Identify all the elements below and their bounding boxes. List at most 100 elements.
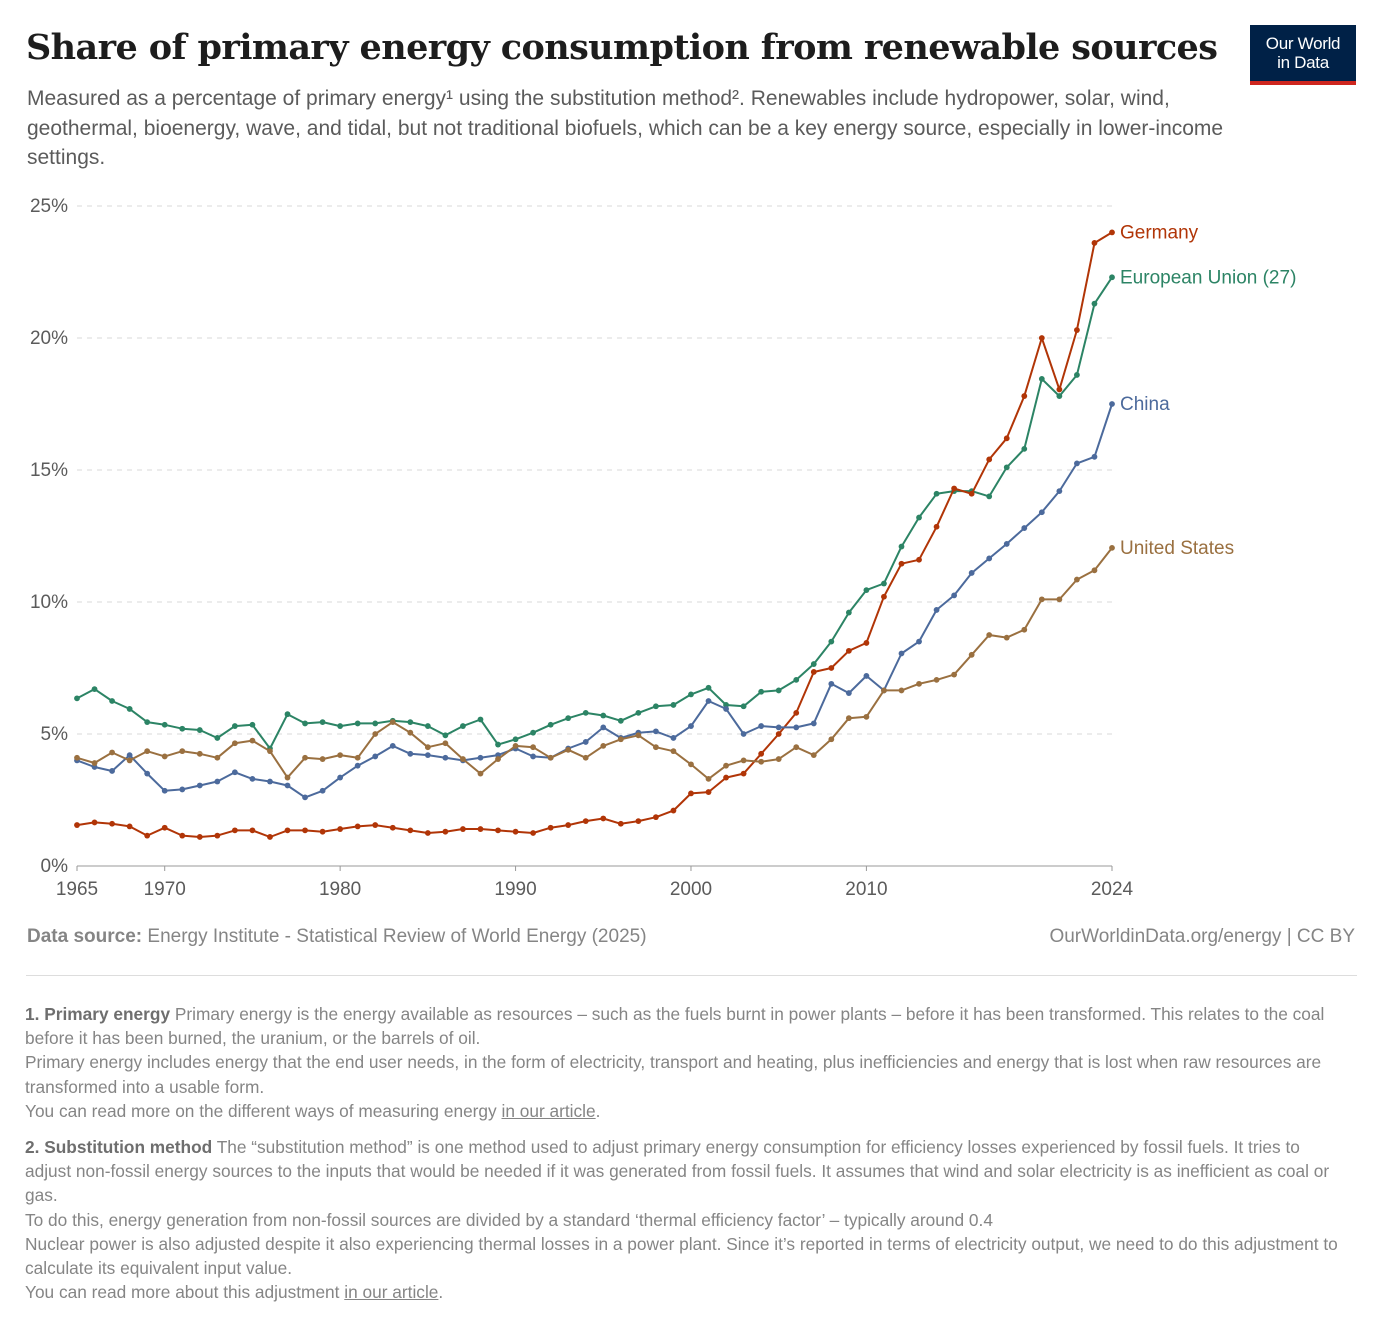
data-point (109, 698, 115, 704)
data-point (231, 769, 238, 776)
data-point (775, 687, 782, 694)
data-point (144, 719, 151, 726)
data-point (1091, 240, 1098, 246)
data-point (477, 754, 484, 761)
data-point (1003, 464, 1010, 471)
line-chart: 0% 5% 10% 15% 20% 25% 1965 1970 1980 1990 2000 201… (30, 196, 1296, 900)
data-point (302, 754, 308, 761)
data-point (670, 702, 677, 708)
data-point (1038, 335, 1045, 341)
data-point (881, 687, 887, 694)
footnote-1-article-link[interactable]: in our article (501, 1100, 596, 1121)
data-point (267, 778, 273, 785)
data-point (442, 828, 449, 835)
data-point (740, 703, 747, 710)
y-tick-label: 20% (30, 328, 68, 349)
data-point (1056, 596, 1063, 603)
data-point (372, 822, 379, 828)
data-point (179, 832, 186, 839)
data-point (758, 750, 765, 757)
data-point (302, 720, 308, 727)
data-point (986, 555, 993, 562)
data-point (916, 680, 922, 687)
series-european-union-27 (74, 274, 1115, 752)
footnote-1-title: 1. Primary energy (25, 1004, 171, 1024)
footnote-2-period: . (438, 1282, 444, 1303)
data-point (284, 711, 291, 718)
data-point (670, 807, 677, 814)
data-point (723, 706, 729, 712)
data-point (1038, 509, 1045, 516)
data-point (1109, 544, 1115, 551)
data-point (652, 814, 659, 821)
data-point (302, 794, 308, 801)
data-point (372, 731, 379, 737)
y-tick-label: 15% (30, 460, 68, 481)
license-link[interactable]: OurWorldinData.org/energy | CC BY (1049, 926, 1355, 947)
footnote-2-read-more-text: You can read more about this adjustment (25, 1282, 345, 1303)
data-point (389, 719, 396, 726)
data-point (652, 744, 659, 751)
y-gridlines (77, 205, 1112, 735)
data-point (1021, 445, 1028, 452)
data-point (1056, 488, 1063, 495)
y-axis-ticks: 0% 5% 10% 15% 20% 25% (30, 196, 68, 877)
data-point (231, 723, 238, 729)
footnote-2-article-link[interactable]: in our article (344, 1282, 439, 1303)
data-point (582, 754, 589, 761)
data-point (617, 717, 624, 724)
series-label: United States (1120, 538, 1234, 559)
data-point (1021, 626, 1028, 633)
data-point (372, 753, 379, 760)
data-point (810, 661, 817, 667)
data-point (477, 826, 484, 832)
data-point (1003, 541, 1010, 547)
data-point (196, 727, 203, 733)
data-point (775, 731, 782, 737)
data-point (933, 676, 940, 683)
data-point (688, 790, 694, 797)
footnote-2-title: 2. Substitution method (25, 1137, 213, 1158)
footnote-primary-energy: 1. Primary energy Primary energy is the … (25, 1002, 1345, 1123)
data-point (740, 731, 747, 737)
series-united-states (74, 544, 1115, 782)
data-point (600, 724, 607, 731)
data-point (442, 732, 449, 739)
data-point (986, 632, 993, 638)
data-point (635, 732, 642, 739)
data-point (477, 716, 484, 723)
data-point (161, 753, 168, 760)
footnote-1-period: . (595, 1100, 601, 1121)
data-point (74, 754, 80, 761)
footnote-2-text: The “substitution method” is one method … (25, 1137, 1330, 1206)
data-point (845, 715, 852, 722)
data-point (916, 556, 922, 563)
owid-logo[interactable]: Our World in Data (1250, 25, 1356, 85)
footnotes: 1. Primary energy Primary energy is the … (25, 1002, 1345, 1316)
data-point (196, 750, 203, 757)
data-point (968, 570, 975, 576)
footnote-1-read-more-text: You can read more on the different ways … (25, 1100, 502, 1121)
data-point (495, 756, 501, 762)
data-point (109, 820, 115, 827)
series-label: Germany (1120, 222, 1199, 243)
data-point (424, 723, 431, 729)
data-point (565, 746, 572, 753)
data-point (214, 778, 221, 785)
data-point (898, 560, 905, 567)
data-source-label: Data source: (27, 926, 143, 947)
data-point (530, 729, 537, 736)
data-point (284, 827, 291, 834)
data-point (916, 514, 922, 521)
data-point (951, 671, 958, 678)
series-line (76, 276, 1113, 750)
data-point (845, 647, 852, 654)
data-point (91, 760, 98, 766)
data-source-text[interactable]: Energy Institute - Statistical Review of… (147, 926, 647, 947)
data-point (442, 740, 449, 747)
data-point (881, 580, 887, 587)
data-point (231, 827, 238, 834)
data-point (1109, 229, 1115, 236)
data-point (196, 834, 203, 840)
data-point (1038, 376, 1045, 382)
